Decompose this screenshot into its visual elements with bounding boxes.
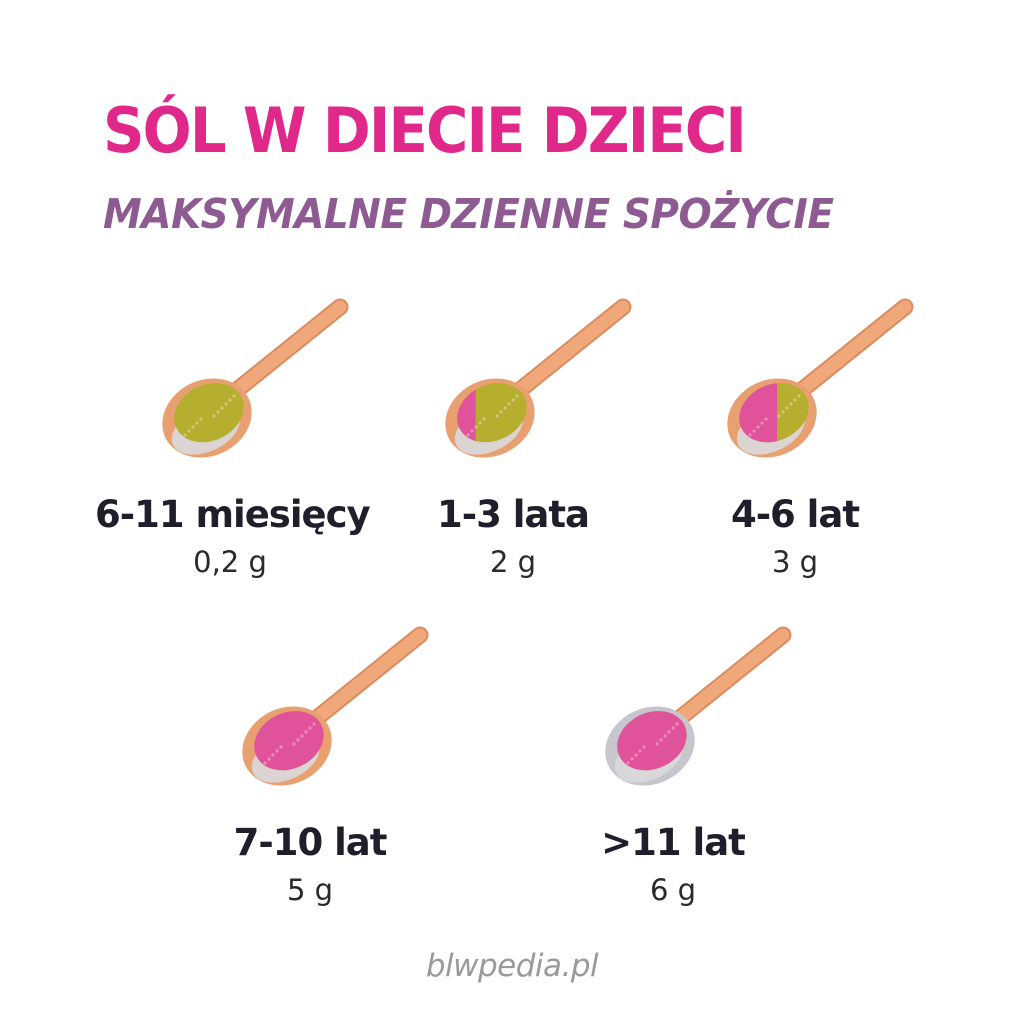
age-label: 6-11 miesięcy [95,493,371,536]
salt-amount: 0,2 g [193,545,267,579]
spoon-icon [727,298,914,458]
spoon-icon [445,298,632,458]
spoon-icon [605,626,792,786]
item-6-11-months: 6-11 miesięcy 0,2 g [95,290,371,600]
salt-amount: 3 g [771,545,819,579]
salt-amount: 2 g [489,545,537,579]
age-label: 1-3 lata [436,493,590,536]
item-1-3-years: 1-3 lata 2 g [378,290,648,600]
age-label: 7-10 lat [233,821,388,864]
age-label: 4-6 lat [730,493,860,536]
item-4-6-years: 4-6 lat 3 g [660,290,930,600]
salt-amount: 6 g [649,873,697,907]
item-7-10-years: 7-10 lat 5 g [175,618,445,928]
salt-amount: 5 g [286,873,334,907]
page-title: SÓL W DIECIE DZIECI [103,94,747,167]
spoon-icon [162,298,349,458]
item-over-11-years: >11 lat 6 g [538,618,808,928]
footer-website: blwpedia.pl [425,948,599,984]
spoon-icon [242,626,429,786]
page-subtitle: MAKSYMALNE DZIENNE SPOŻYCIE [103,190,834,238]
age-label: >11 lat [601,821,746,864]
